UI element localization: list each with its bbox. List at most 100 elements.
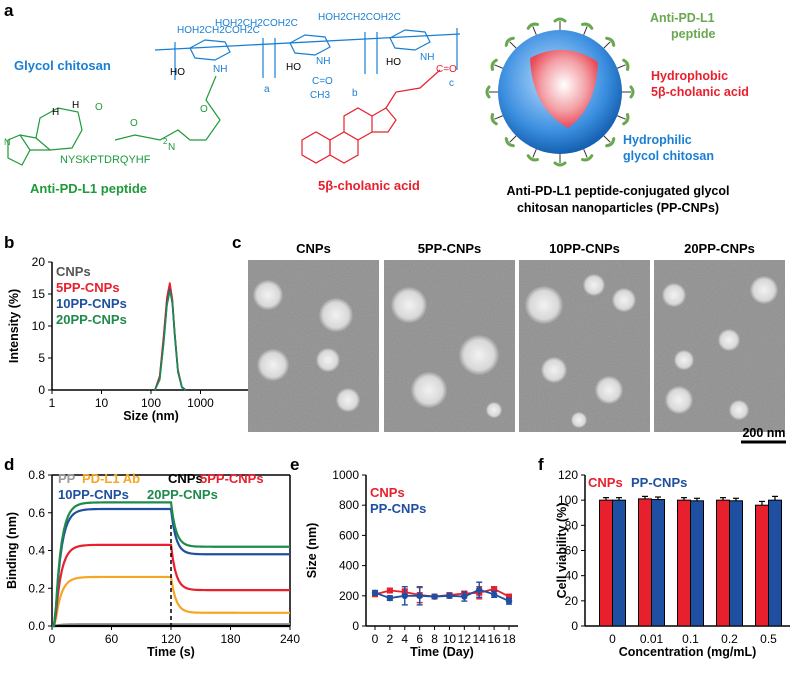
peptide-ligands: [485, 17, 635, 167]
legend-entry: 20PP-CNPs: [56, 312, 127, 327]
y-tick-label: 0.6: [28, 506, 45, 520]
data-point-circle: [401, 592, 408, 599]
peptide-ligand-icon: [504, 36, 515, 47]
nh-2: NH: [316, 56, 330, 67]
ligand-stem: [617, 64, 626, 69]
tem-title: 20PP-CNPs: [684, 241, 755, 256]
y-axis-label: Intensity (%): [7, 289, 21, 363]
peptide-ligand-icon: [622, 113, 630, 126]
ligand-stem: [494, 115, 503, 120]
x-tick-label: 240: [280, 632, 300, 646]
sugar-ring-1: [189, 39, 231, 61]
subscript-c: c: [449, 78, 454, 89]
tem-title: 10PP-CNPs: [549, 241, 620, 256]
sugar-group-2: HOH2CH2COH2C: [215, 18, 298, 29]
y-tick-label: 800: [339, 498, 359, 512]
panel-d: d Time (s) Binding (nm) 0 60 120 180 240 0.0 0.2…: [4, 455, 300, 659]
legend-entry: PP: [58, 471, 76, 486]
tem-title: CNPs: [296, 241, 331, 256]
np-peptide-label-2: peptide: [671, 27, 715, 41]
sugar-group-1: HOH2CH2COH2C: [177, 25, 260, 36]
x-tick-label: 10: [95, 396, 109, 410]
scale-bar-label: 200 nm: [742, 426, 785, 440]
glycol-chitosan-label: Glycol chitosan: [14, 58, 111, 73]
y-tick-label: 60: [565, 544, 579, 558]
peptide-ligand-icon: [553, 17, 567, 23]
methyl-label: CH3: [310, 90, 330, 101]
nanoparticle-image: [319, 298, 353, 332]
nh-3: NH: [420, 52, 434, 63]
panel-a: a HOH2CH2COH2C HOH2CH2COH2C HOH2CH2COH2C…: [4, 1, 749, 215]
nanoparticle-image: [486, 402, 502, 418]
nanoparticle-image: [662, 283, 686, 307]
y-tick-label: 0: [352, 619, 359, 633]
y-tick-label: 400: [339, 559, 359, 573]
binding-series-line: [52, 543, 290, 628]
viability-bar: [638, 498, 652, 627]
y-tick-label: 20: [32, 255, 46, 269]
carbonyl-label: C=O: [312, 76, 333, 87]
nanoparticle-image: [316, 348, 340, 372]
legend-entry: PD-L1 Ab: [82, 471, 140, 486]
nanoparticle-image: [718, 329, 740, 351]
nanoparticle-image: [253, 280, 283, 310]
y-tick-label: 0.8: [28, 468, 45, 482]
y-tick-label: 100: [558, 493, 578, 507]
panel-letter-e: e: [290, 455, 299, 474]
tem-title: 5PP-CNPs: [418, 241, 482, 256]
cholanic-acid-label: 5β-cholanic acid: [318, 178, 420, 193]
np-hydrophobic-label-1: Hydrophobic: [651, 69, 728, 83]
hydrophobic-core: [530, 49, 598, 128]
x-axis-label: Size (nm): [123, 409, 179, 423]
legend-entry: 5PP-CNPs: [56, 280, 120, 295]
dls-size-chart: Size (nm) Intensity (%) 1 10 100 1000 0 5 10 15 20…: [7, 255, 250, 423]
y-tick-label: 0: [571, 619, 578, 633]
ho-3: HO: [386, 57, 401, 68]
y-tick-label: 80: [565, 518, 579, 532]
x-axis-label: Time (Day): [410, 645, 474, 659]
viability-bar: [690, 500, 704, 627]
y-tick-label: 0.4: [28, 544, 45, 558]
triazole-n: N: [4, 137, 11, 147]
x-tick-label: 14: [473, 632, 487, 646]
np-hydrophilic-label-2: glycol chitosan: [623, 149, 714, 163]
legend-entry: PP-CNPs: [370, 501, 426, 516]
np-hydrophilic-label-1: Hydrophilic: [623, 133, 692, 147]
viability-bar: [755, 504, 769, 627]
legend-entry: CNPs: [370, 485, 405, 500]
x-tick-label: 8: [431, 632, 438, 646]
nanoparticle-image: [541, 357, 567, 383]
ligand-stem: [509, 135, 517, 143]
x-tick-label: 0.1: [682, 632, 699, 646]
nanoparticle-image: [336, 388, 360, 412]
nanoparticle-image: [391, 287, 427, 323]
x-tick-label: 18: [502, 632, 516, 646]
y-axis-label: Size (nm): [305, 523, 319, 579]
nanoparticle-image: [729, 400, 749, 420]
bcn-ring: [7, 107, 83, 166]
ligand-stem: [532, 149, 537, 158]
nanoparticle-image: [612, 288, 636, 312]
legend-entry: 10PP-CNPs: [58, 487, 129, 502]
peptide-ligand-icon: [526, 22, 539, 30]
y-tick-label: 600: [339, 528, 359, 542]
nanoparticle-image: [411, 372, 447, 408]
subscript-b: b: [352, 88, 358, 99]
data-point-square: [491, 586, 498, 593]
y-tick-label: 40: [565, 569, 579, 583]
peptide-ligand-icon: [553, 161, 567, 167]
data-point-circle: [431, 593, 438, 600]
ligand-stem: [617, 115, 626, 120]
panel-letter-d: d: [4, 455, 14, 474]
peptide-ligand-icon: [526, 154, 539, 162]
nanoparticle-image: [583, 274, 605, 296]
peptide-ligand-icon: [581, 22, 594, 30]
peptide-ligand-icon: [605, 36, 616, 47]
nanoparticle-image: [595, 376, 623, 404]
y-tick-label: 120: [558, 468, 578, 482]
nanoparticle-image: [525, 286, 563, 324]
y-tick-label: 5: [38, 351, 45, 365]
cholanic-structure: [301, 69, 441, 164]
x-tick-label: 60: [105, 632, 119, 646]
nanoparticle-image: [459, 335, 499, 375]
